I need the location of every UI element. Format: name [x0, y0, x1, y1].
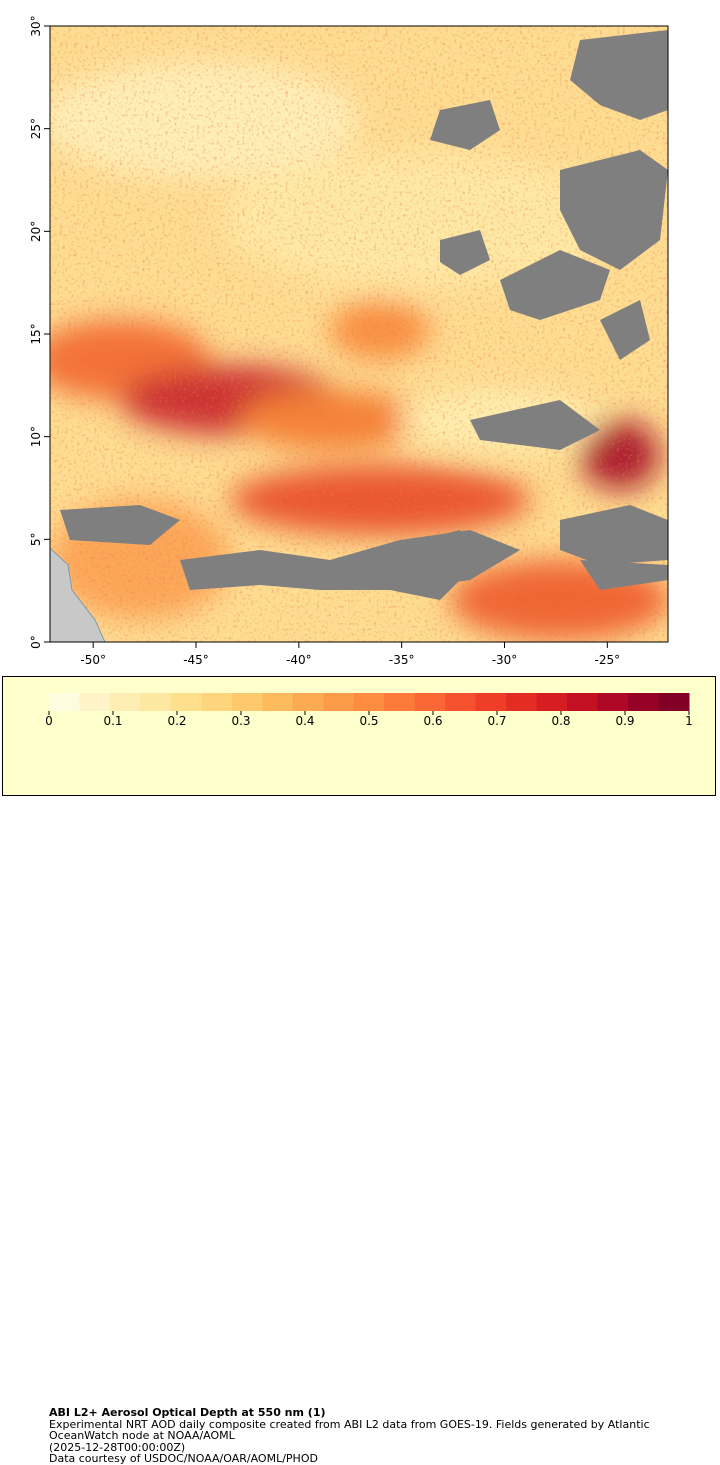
page: -50° -45° -40° -35° -30° -25° 0° 5° 10° 15° 20° 25°…: [2, 15, 716, 1464]
colorbar-swatch: [536, 693, 568, 711]
x-tick-label: -30°: [492, 653, 518, 667]
legend-box: 0 0.1 0.2 0.3 0.4 0.5 0.6 0.7 0.8 0.9 1 ABI L2+ Ae…: [2, 676, 716, 1464]
colorbar-tick-label: 0.3: [231, 714, 250, 728]
colorbar-tick-label: 1: [685, 714, 693, 728]
colorbar-swatch: [201, 693, 233, 711]
x-tick-label: -50°: [80, 653, 106, 667]
colorbar-swatch: [506, 693, 538, 711]
colorbar-swatch: [384, 693, 416, 711]
x-tick-label: -35°: [389, 653, 415, 667]
caption-line: (2025-12-28T00:00:00Z): [49, 1440, 186, 1454]
colorbar-tick-label: 0.9: [615, 714, 634, 728]
y-tick-label: 25°: [29, 118, 43, 139]
colorbar-swatch: [414, 693, 446, 711]
colorbar-tick-label: 0.7: [487, 714, 506, 728]
caption-line: Experimental NRT AOD daily composite cre…: [49, 1417, 650, 1442]
x-tick-label: -40°: [286, 653, 312, 667]
land: [50, 547, 106, 642]
colorbar-swatch: [231, 693, 263, 711]
colorbar-swatch: [292, 693, 324, 711]
map: -50° -45° -40° -35° -30° -25° 0° 5° 10° 15° 20° 25°…: [29, 15, 669, 667]
colorbar-swatch: [597, 693, 629, 711]
colorbar-swatch: [109, 693, 141, 711]
colorbar-swatch: [353, 693, 385, 711]
x-tick-label: -25°: [595, 653, 621, 667]
colorbar-swatch: [49, 693, 80, 711]
colorbar-tick-label: 0: [45, 714, 53, 728]
colorbar-swatch: [323, 693, 355, 711]
colorbar-tick-label: 0.5: [359, 714, 378, 728]
colorbar-tick-label: 0.2: [167, 714, 186, 728]
colorbar-swatch: [170, 693, 202, 711]
colorbar-swatch: [628, 693, 660, 711]
colorbar-swatch: [262, 693, 294, 711]
x-tick-label: -45°: [183, 653, 209, 667]
y-tick-label: 15°: [29, 323, 43, 344]
no-data: [60, 30, 668, 600]
colorbar-swatch: [140, 693, 172, 711]
y-tick-label: 5°: [29, 533, 43, 547]
colorbar-swatch: [79, 693, 111, 711]
y-tick-label: 20°: [29, 221, 43, 242]
caption: ABI L2+ Aerosol Optical Depth at 550 nm …: [49, 1407, 689, 1465]
colorbar-tick-label: 0.8: [551, 714, 570, 728]
y-tick-label: 10°: [29, 426, 43, 447]
colorbar-swatch: [658, 693, 690, 711]
colorbar-tick-label: 0.6: [423, 714, 442, 728]
colorbar-tick-label: 0.1: [103, 714, 122, 728]
legend-title: ABI L2+ Aerosol Optical Depth at 550 nm …: [49, 1406, 326, 1419]
y-tick-label: 0°: [29, 635, 43, 649]
colorbar-swatch: [567, 693, 599, 711]
colorbar-tick-label: 0.4: [295, 714, 314, 728]
colorbar-swatch: [445, 693, 477, 711]
aod-field: [50, 26, 668, 642]
colorbar: 0 0.1 0.2 0.3 0.4 0.5 0.6 0.7 0.8 0.9 1: [45, 693, 693, 728]
colorbar-swatch: [475, 693, 507, 711]
y-tick-label: 30°: [29, 15, 43, 36]
caption-line: Data courtesy of USDOC/NOAA/OAR/AOML/PHO…: [49, 1452, 318, 1465]
